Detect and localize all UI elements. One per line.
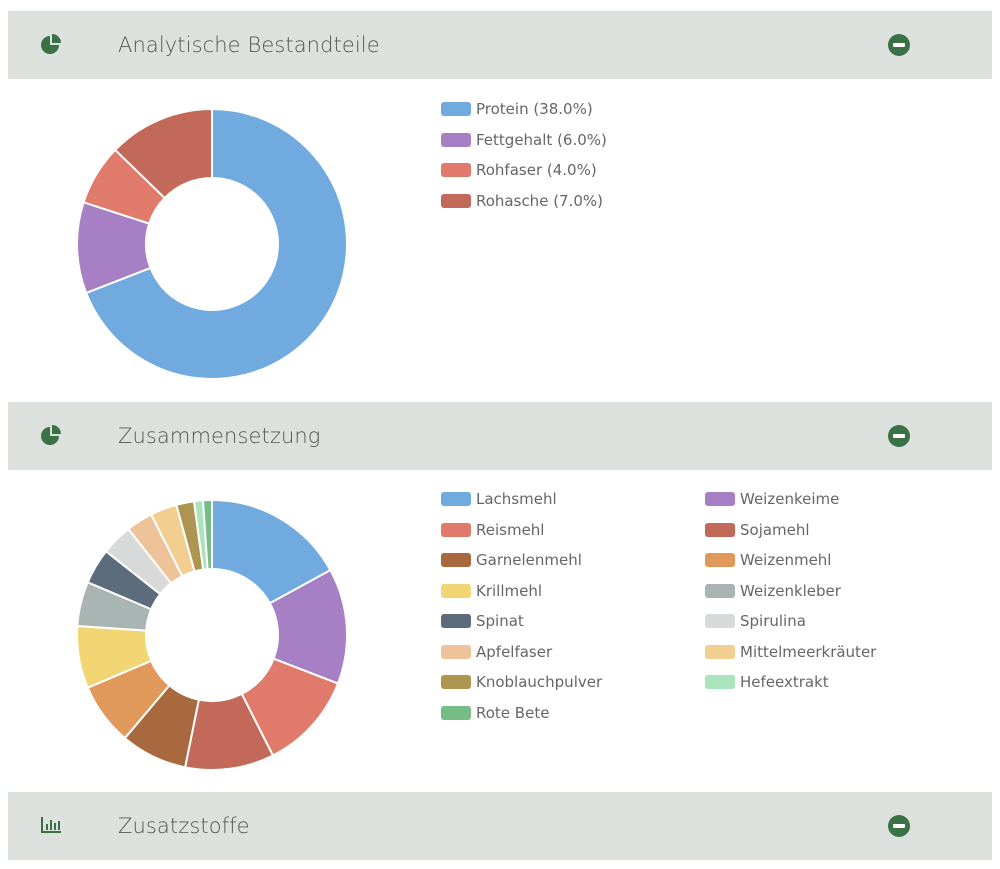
legend-label: Apfelfaser [476,642,553,661]
legend-swatch [705,553,735,567]
legend-label: Fettgehalt (6.0%) [476,130,607,149]
legend-swatch [441,492,471,506]
legend-item: Spirulina [705,611,806,631]
legend-item: Rote Bete [441,703,549,723]
collapse-button[interactable] [888,815,910,837]
legend-item: Weizenmehl [705,550,831,570]
legend-swatch [441,644,471,659]
legend-item: Weizenkleber [705,581,841,601]
donut-slice [113,108,213,200]
legend-label: Spinat [476,612,524,630]
legend-label: Protein (38.0%) [476,100,593,118]
legend-swatch [705,644,735,659]
legend-label: Knoblauchpulver [476,673,603,691]
legend-item: Sojamehl [705,520,810,540]
legend-item: Apfelfaser [441,642,552,662]
legend-swatch [705,675,735,689]
legend-item: Fettgehalt (6.0%) [441,130,607,150]
legend-item: Knoblauchpulver [441,672,602,692]
legend-label: Reismehl [476,520,545,539]
pie-chart-icon [41,425,61,445]
legend-swatch [441,583,471,598]
legend-swatch [441,193,471,208]
legend-swatch [705,614,735,628]
pie-chart-icon [41,34,61,54]
legend-swatch [441,102,471,116]
legend-label: Hefeextrakt [740,673,829,691]
zusammensetzung-donut-chart [76,499,348,771]
legend-item: Mittelmeerkräuter [705,642,876,662]
legend-label: Weizenmehl [740,551,832,569]
legend-label: Garnelenmehl [476,551,582,569]
collapse-button[interactable] [888,34,910,56]
legend-item: Rohasche (7.0%) [441,191,603,211]
legend-swatch [441,675,471,689]
legend-label: Sojamehl [740,520,810,539]
panel-title: Zusammensetzung [118,424,321,448]
legend-label: Krillmehl [476,581,543,600]
legend-label: Rohfaser (4.0%) [476,161,597,179]
legend-label: Spirulina [740,612,806,630]
legend-item: Lachsmehl [441,489,557,509]
bar-chart-icon [41,817,61,833]
legend-label: Rote Bete [476,703,550,722]
donut-slice [201,499,213,571]
legend-item: Spinat [441,611,524,631]
legend-item: Reismehl [441,520,544,540]
panel-header-zusammensetzung[interactable]: Zusammensetzung [8,402,992,470]
donut-slice [84,108,348,380]
panel-header-analytische-bestandteile[interactable]: Analytische Bestandteile [8,11,992,79]
legend-item: Protein (38.0%) [441,99,593,119]
legend-item: Weizenkeime [705,489,839,509]
legend-swatch [441,132,471,147]
legend-label: Lachsmehl [476,490,557,508]
legend-swatch [441,705,471,720]
legend-label: Mittelmeerkräuter [740,642,877,661]
legend-swatch [441,522,471,537]
legend-swatch [705,522,735,537]
legend-swatch [441,163,471,177]
legend-swatch [705,583,735,598]
legend-item: Garnelenmehl [441,550,582,570]
panel-title: Zusatzstoffe [118,814,250,838]
legend-item: Rohfaser (4.0%) [441,160,597,180]
panel-header-zusatzstoffe[interactable]: Zusatzstoffe [8,792,992,860]
legend-label: Weizenkleber [740,581,841,600]
legend-label: Rohasche (7.0%) [476,191,604,210]
legend-swatch [441,553,471,567]
legend-swatch [441,614,471,628]
legend-item: Hefeextrakt [705,672,829,692]
legend-label: Weizenkeime [740,490,840,508]
panel-title: Analytische Bestandteile [118,33,380,57]
legend-item: Krillmehl [441,581,542,601]
analytische-bestandteile-donut-chart [76,108,348,380]
legend-swatch [705,492,735,506]
collapse-button[interactable] [888,425,910,447]
